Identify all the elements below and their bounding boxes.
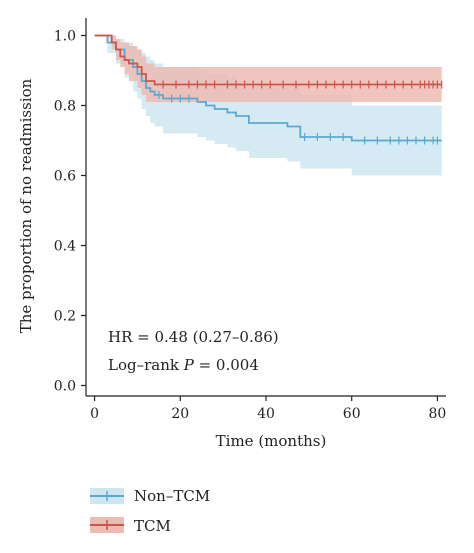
ci-band-tcm <box>94 35 442 102</box>
logrank-prefix: Log–rank <box>108 356 184 374</box>
legend-item-non-tcm: Non–TCM <box>90 487 210 505</box>
y-tick-label: 0.0 <box>54 379 76 395</box>
ci-band-non-tcm <box>94 35 442 176</box>
y-tick-label: 0.6 <box>54 169 76 185</box>
legend: Non–TCM TCM <box>90 487 210 535</box>
x-tick-label: 0 <box>90 406 99 422</box>
survival-curves <box>94 34 442 142</box>
logrank-value: = 0.004 <box>194 356 259 374</box>
logrank-p: P <box>183 356 195 374</box>
confidence-bands <box>94 35 442 176</box>
y-tick-label: 0.2 <box>54 309 76 325</box>
legend-label-non-tcm: Non–TCM <box>134 487 210 505</box>
y-axis-label: The proportion of no readmission <box>17 78 35 333</box>
hazard-ratio-annotation: HR = 0.48 (0.27–0.86) <box>108 328 279 346</box>
y-ticks: 0.0 0.2 0.4 0.6 0.8 1.0 <box>54 29 86 395</box>
x-tick-label: 80 <box>429 406 447 422</box>
x-ticks: 0 20 40 60 80 <box>90 396 446 422</box>
x-axis-label: Time (months) <box>216 432 327 450</box>
x-tick-label: 20 <box>171 406 189 422</box>
censor-marks <box>158 80 443 145</box>
y-tick-label: 0.8 <box>54 99 76 115</box>
x-tick-label: 60 <box>343 406 361 422</box>
x-tick-label: 40 <box>257 406 275 422</box>
legend-item-tcm: TCM <box>90 517 171 535</box>
logrank-annotation: Log–rank P = 0.004 <box>108 356 259 374</box>
legend-label-tcm: TCM <box>134 517 171 535</box>
y-tick-label: 0.4 <box>54 239 76 255</box>
y-tick-label: 1.0 <box>54 29 76 45</box>
survival-line-tcm <box>94 34 442 86</box>
